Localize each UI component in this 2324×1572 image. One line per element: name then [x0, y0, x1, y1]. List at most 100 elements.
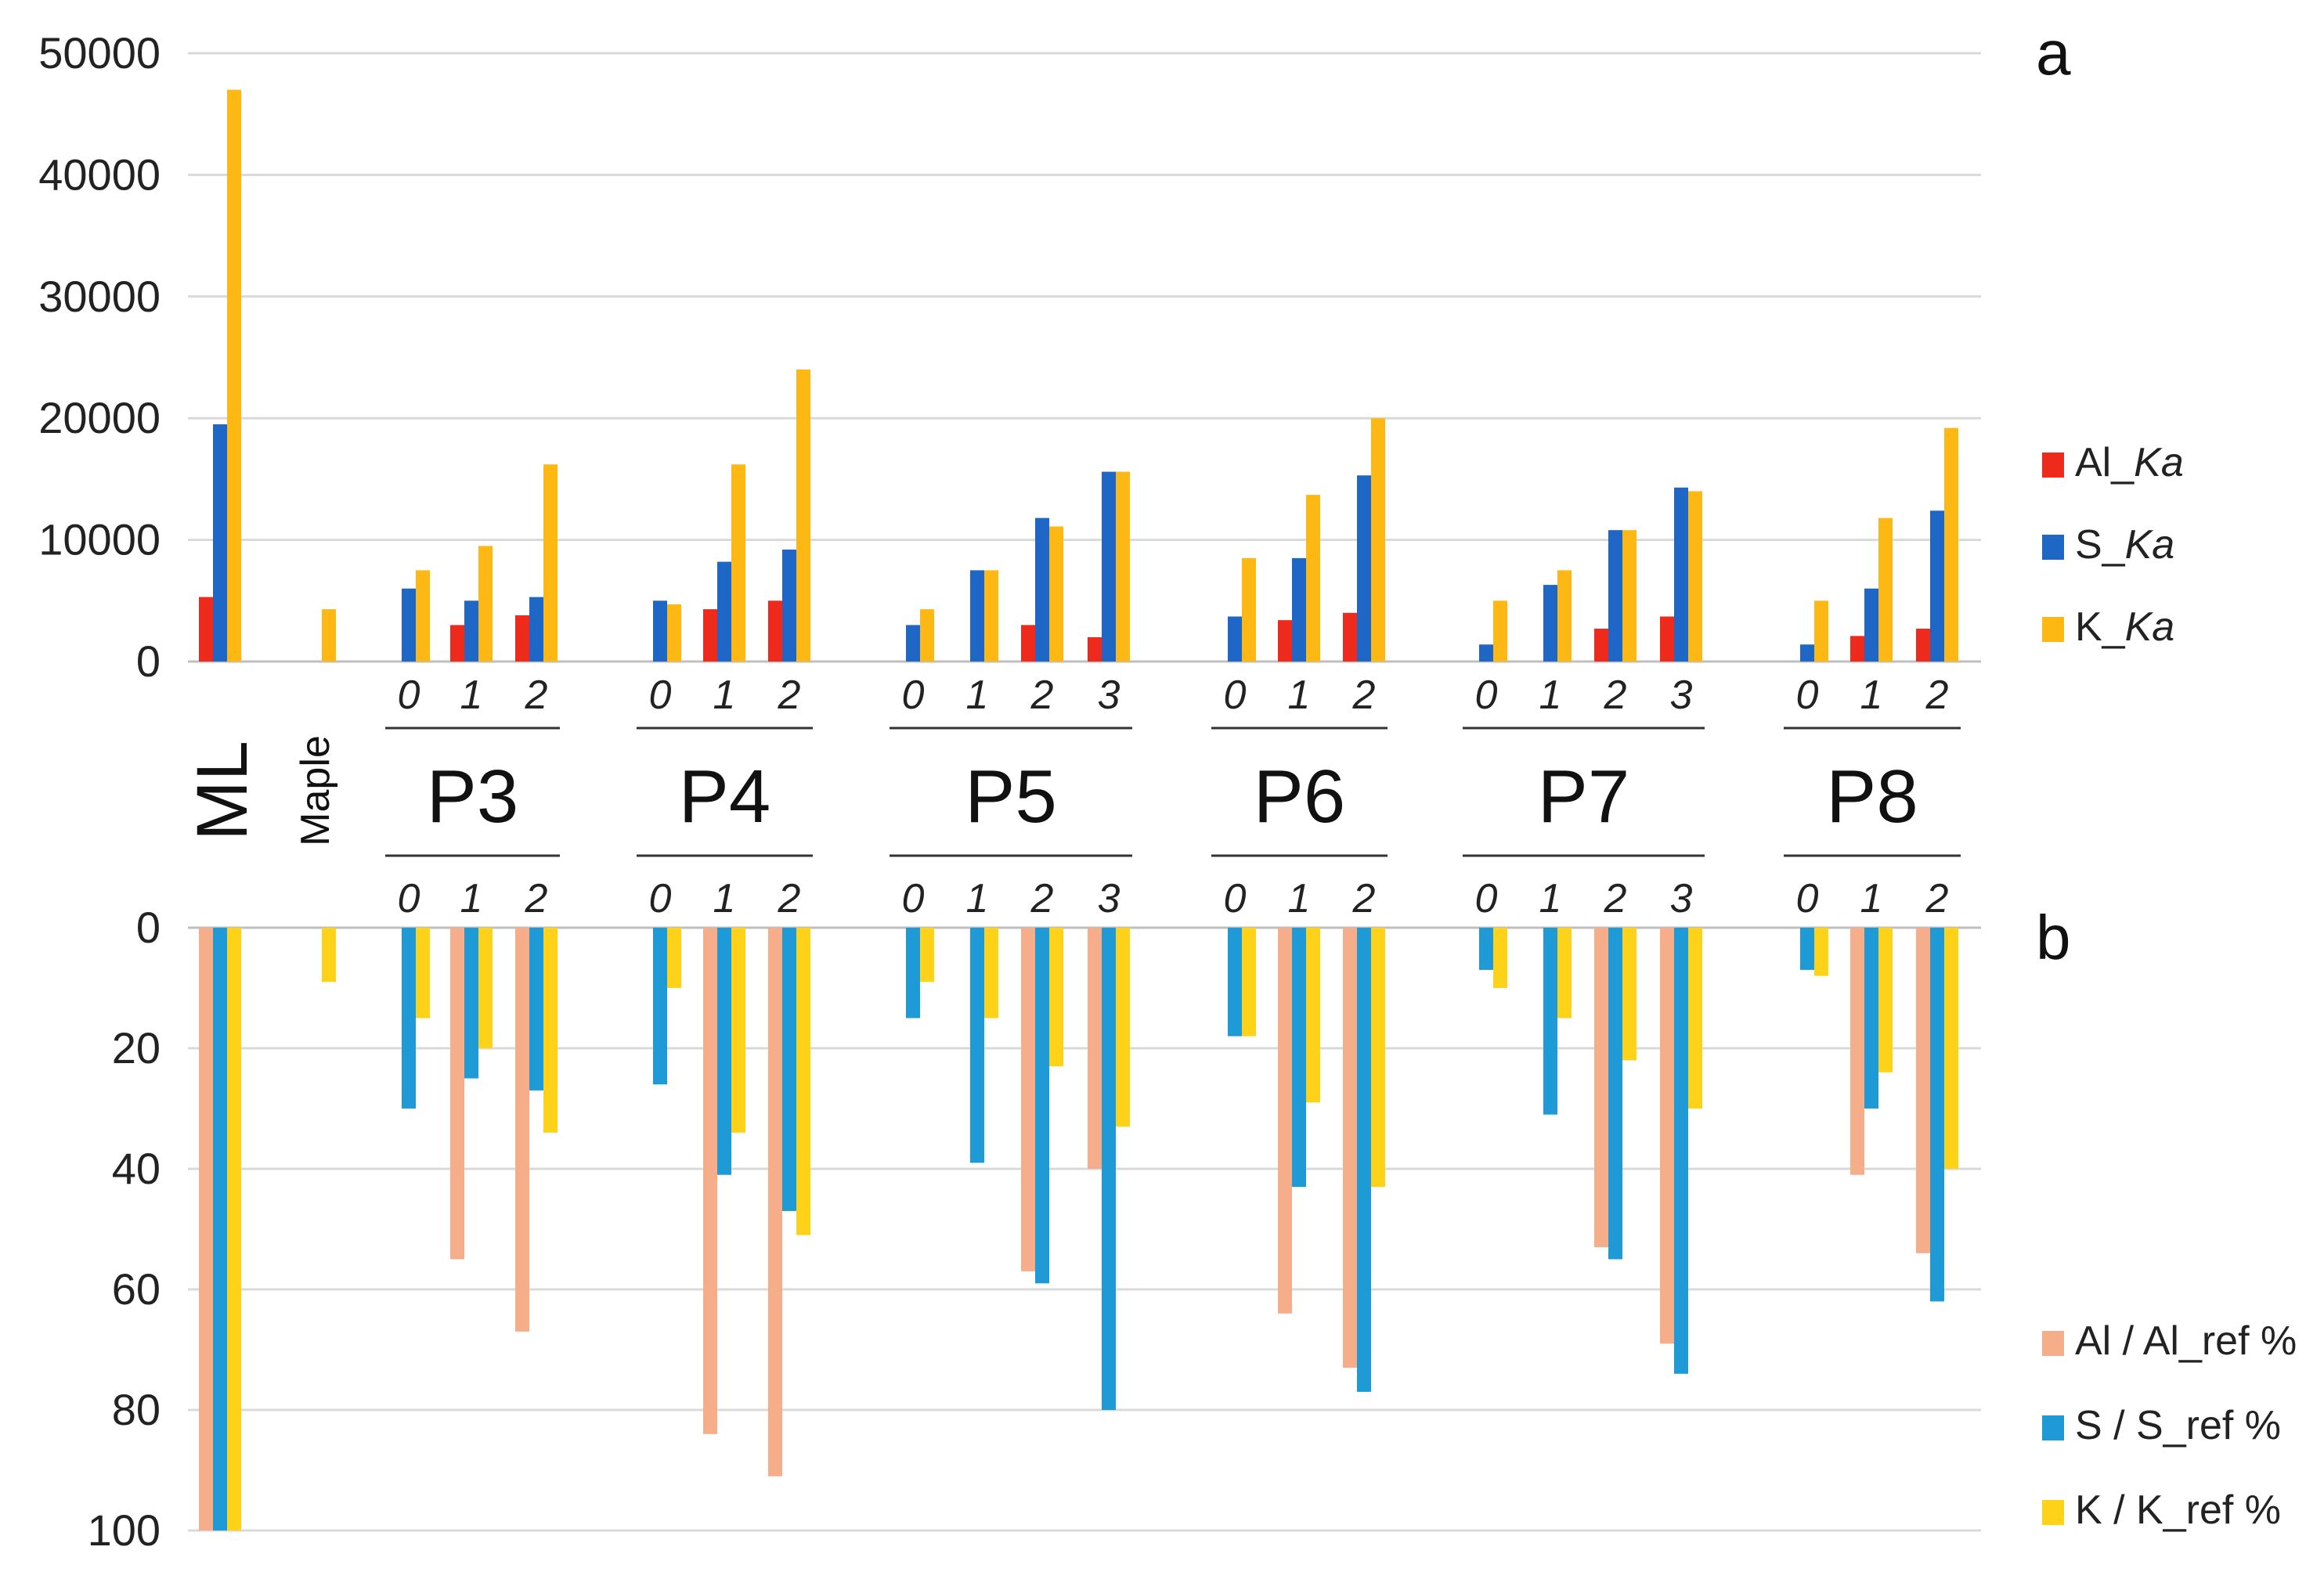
y-tick-b: 100 — [88, 1505, 161, 1555]
bar-b — [1660, 928, 1674, 1344]
bar-a — [322, 609, 336, 662]
sub-label-top: 2 — [1604, 672, 1627, 718]
bar-b — [1674, 928, 1688, 1374]
x-labels: 0011220011220011223300112200112233001122… — [182, 672, 1961, 921]
bar-b — [199, 928, 213, 1531]
y-tick-a: 40000 — [38, 150, 161, 199]
bar-a — [450, 625, 464, 662]
sub-label-top: 1 — [1860, 672, 1883, 718]
sub-label-top: 2 — [778, 672, 801, 718]
bar-a — [1688, 491, 1702, 662]
bar-a — [1035, 517, 1049, 662]
bar-b — [515, 928, 529, 1332]
y-tick-a: 30000 — [38, 272, 161, 321]
legend-swatch-b — [2042, 1331, 2064, 1356]
sub-label-bottom: 0 — [902, 876, 925, 921]
sub-label-top: 2 — [1352, 672, 1376, 718]
bar-a — [1814, 600, 1828, 662]
group-label: P3 — [427, 755, 518, 838]
y-tick-a: 50000 — [38, 28, 161, 78]
sub-label-top: 0 — [1796, 672, 1819, 718]
bar-a — [731, 464, 745, 662]
sub-label-bottom: 1 — [1288, 876, 1311, 921]
bar-a — [1674, 487, 1688, 662]
sub-label-bottom: 2 — [1925, 876, 1949, 921]
bar-b — [1371, 928, 1385, 1188]
legend-swatch-a — [2042, 452, 2064, 478]
bar-b — [667, 928, 681, 988]
bar-b — [1688, 928, 1702, 1109]
bar-b — [782, 928, 796, 1211]
bar-b — [322, 928, 336, 982]
legend-swatch-b — [2042, 1500, 2064, 1525]
bar-a — [1543, 585, 1557, 662]
bar-a — [1049, 526, 1063, 662]
bar-a — [906, 625, 920, 662]
bar-b — [1493, 928, 1507, 988]
bar-a — [920, 609, 934, 662]
bar-a — [1594, 629, 1608, 662]
sub-label-top: 0 — [398, 672, 420, 718]
bar-b — [1622, 928, 1637, 1061]
legend-label-a: S_Ka — [2075, 522, 2174, 568]
bar-b — [402, 928, 416, 1109]
legend-label-b: S / S_ref % — [2075, 1403, 2281, 1448]
sub-label-top: 0 — [1475, 672, 1498, 718]
sub-label-bottom: 3 — [1670, 876, 1693, 921]
bar-b — [1343, 928, 1357, 1368]
bar-a — [515, 615, 529, 662]
bar-b — [1916, 928, 1930, 1253]
bar-a — [199, 597, 213, 662]
bar-b — [478, 928, 493, 1048]
sub-label-top: 3 — [1670, 672, 1693, 718]
bar-a — [402, 588, 416, 662]
y-tick-b: 20 — [112, 1023, 161, 1073]
bar-a — [1116, 471, 1130, 662]
bar-b — [1088, 928, 1102, 1169]
sub-label-top: 1 — [1288, 672, 1311, 718]
bar-b — [1814, 928, 1828, 976]
legend-label-b: K / K_ref % — [2075, 1487, 2281, 1533]
sub-label-bottom: 0 — [1224, 876, 1247, 921]
bar-b — [1930, 928, 1944, 1302]
bar-a — [1228, 616, 1242, 662]
bar-b — [984, 928, 998, 1019]
legend-swatch-b — [2042, 1415, 2064, 1440]
bar-a — [543, 464, 558, 662]
y-tick-a: 20000 — [38, 393, 161, 442]
bar-a — [464, 600, 478, 662]
panel-label-b: b — [2036, 903, 2071, 972]
bar-a — [653, 600, 667, 662]
bar-b — [1306, 928, 1320, 1103]
bar-a — [227, 89, 241, 662]
bar-b — [1242, 928, 1256, 1037]
bar-b — [1864, 928, 1878, 1109]
bar-a — [1479, 644, 1493, 662]
sub-label-bottom: 2 — [1030, 876, 1054, 921]
bars-panel-b — [199, 928, 1958, 1531]
bar-a — [1021, 625, 1035, 662]
bar-b — [1049, 928, 1063, 1067]
bar-b — [920, 928, 934, 982]
sub-label-top: 1 — [966, 672, 989, 718]
sub-label-bottom: 2 — [778, 876, 801, 921]
bar-a — [1493, 600, 1507, 662]
bar-a — [717, 561, 731, 662]
sub-label-top: 3 — [1098, 672, 1120, 718]
sub-label-bottom: 0 — [1796, 876, 1819, 921]
bar-a — [1557, 570, 1572, 662]
grid-panel-a — [188, 52, 1981, 663]
group-label: P7 — [1538, 755, 1629, 838]
sub-label-bottom: 1 — [1539, 876, 1562, 921]
bar-b — [1479, 928, 1493, 970]
bar-b — [1357, 928, 1371, 1392]
legend-label-a: K_Ka — [2075, 604, 2174, 650]
bar-b — [1021, 928, 1035, 1271]
bar-a — [1864, 588, 1878, 662]
bar-b — [717, 928, 731, 1175]
group-label: P5 — [965, 755, 1056, 838]
sub-label-top: 1 — [713, 672, 736, 718]
bar-b — [543, 928, 558, 1133]
sub-label-bottom: 0 — [1475, 876, 1498, 921]
